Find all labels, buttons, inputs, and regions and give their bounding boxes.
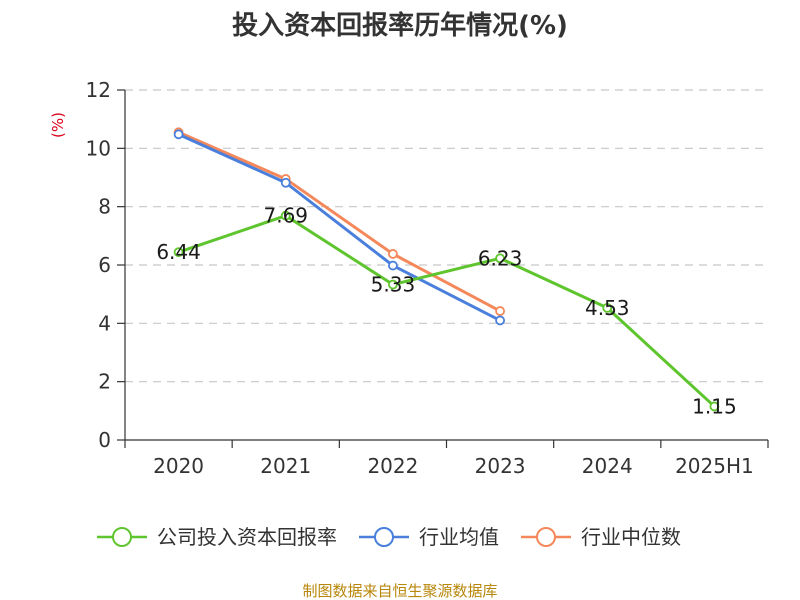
- series-line: [177, 132, 501, 322]
- x-tick-label: 2024: [582, 454, 633, 478]
- data-point: [280, 210, 291, 221]
- x-tick-label: 2025H1: [675, 454, 754, 478]
- data-point: [495, 315, 505, 326]
- data-point: [495, 253, 505, 264]
- data-point: [388, 260, 398, 271]
- legend-circle-marker: [112, 527, 132, 547]
- data-label: 6.23: [478, 246, 523, 270]
- data-point: [388, 279, 398, 290]
- legend-label: 公司投入资本回报率: [157, 525, 337, 549]
- data-point: [388, 249, 398, 259]
- x-tick-label: 2020: [153, 454, 204, 478]
- legend-circle-marker: [374, 527, 394, 547]
- data-label: 6.44: [156, 240, 201, 264]
- data-labels: 6.44 7.69 5.33 6.23 4.53 1.15: [156, 204, 736, 419]
- gridlines: [125, 89, 768, 383]
- axes: 0 2 4 6 8 10 12 2020 2021 2022 2023 2024 2025H1: [86, 78, 769, 478]
- data-point: [495, 306, 505, 316]
- y-tick-label: 8: [98, 195, 111, 219]
- y-tick-label: 12: [86, 78, 111, 102]
- series-1: [173, 129, 505, 326]
- x-tick-label: 2021: [260, 454, 311, 478]
- data-label: 4.53: [585, 296, 630, 320]
- series-line: [178, 214, 716, 408]
- x-tick-label: 2022: [367, 454, 418, 478]
- chart-title: 投入资本回报率历年情况(%): [232, 10, 568, 41]
- legend: 公司投入资本回报率 行业均值 行业中位数: [97, 525, 681, 549]
- y-tick-label: 2: [98, 370, 111, 394]
- y-tick-label: 4: [98, 311, 111, 335]
- legend-item[interactable]: 公司投入资本回报率: [97, 525, 337, 549]
- legend-circle-marker: [536, 527, 556, 547]
- y-tick-label: 10: [86, 136, 111, 160]
- data-label: 7.69: [263, 204, 308, 228]
- data-source-note: 制图数据来自恒生聚源数据库: [302, 582, 497, 600]
- legend-item[interactable]: 行业中位数: [521, 525, 681, 549]
- data-point: [280, 177, 291, 188]
- data-point: [602, 302, 613, 313]
- series-line: [177, 130, 501, 313]
- data-point: [173, 247, 184, 258]
- x-tick-label: 2023: [475, 454, 526, 478]
- data-point: [709, 401, 720, 412]
- y-tick-label: 6: [98, 253, 111, 277]
- y-tick-label: 0: [98, 428, 111, 452]
- legend-item[interactable]: 行业均值: [359, 525, 499, 549]
- y-axis-unit-label: (%): [49, 112, 67, 138]
- series-lines: [173, 127, 720, 412]
- data-label: 1.15: [692, 394, 737, 418]
- series-2: [173, 210, 720, 412]
- legend-label: 行业中位数: [581, 525, 681, 549]
- data-point: [173, 129, 184, 140]
- legend-label: 行业均值: [419, 525, 499, 549]
- data-label: 5.33: [371, 273, 416, 297]
